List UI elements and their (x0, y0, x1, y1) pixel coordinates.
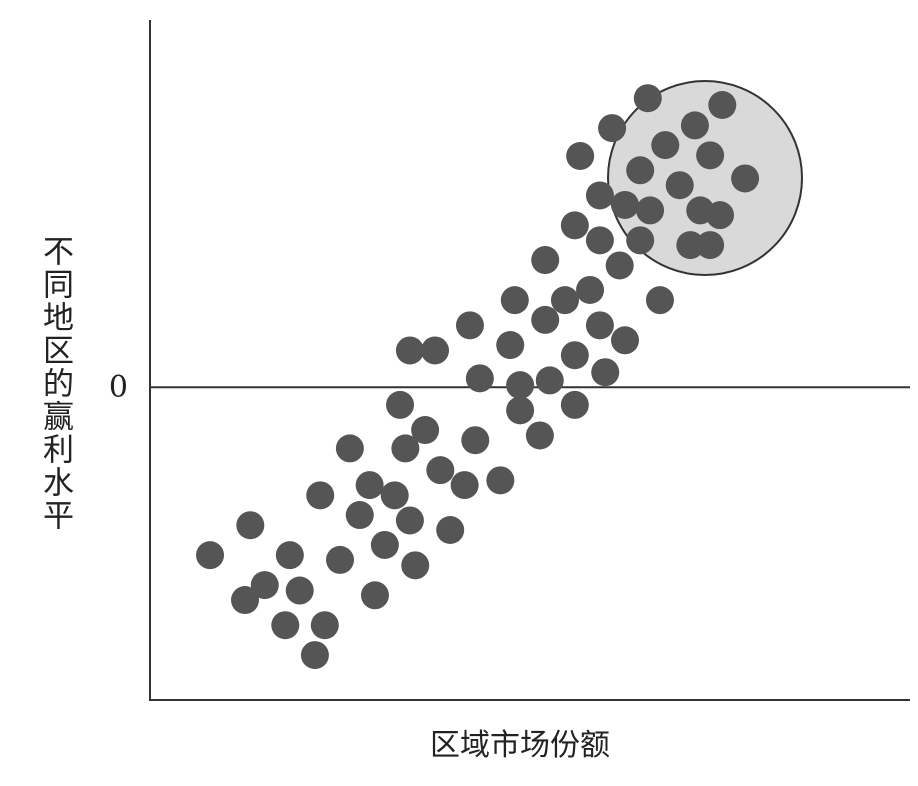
scatter-point (360, 581, 389, 610)
scatter-point (611, 190, 639, 219)
scatter-point (236, 511, 265, 540)
scatter-point (196, 541, 225, 570)
scatter-point (605, 251, 634, 280)
scatter-point (525, 421, 554, 450)
scatter-point (355, 471, 384, 500)
scatter-point (300, 641, 329, 670)
scatter-point (676, 231, 705, 260)
scatter-point (395, 336, 424, 365)
scatter-point (386, 390, 415, 419)
scatter-point (680, 111, 709, 140)
scatter-point (395, 506, 424, 535)
scatter-point (306, 481, 335, 510)
scatter-point (665, 171, 694, 200)
highlight-circle (607, 80, 803, 276)
scatter-point (345, 501, 374, 530)
scatter-point (560, 390, 589, 419)
scatter-point (591, 358, 620, 387)
scatter-point (708, 91, 737, 119)
scatter-point (461, 426, 490, 455)
scatter-point (271, 611, 300, 640)
scatter-point (380, 481, 409, 510)
y-tick-label: 0 (109, 370, 128, 405)
scatter-point (611, 326, 639, 355)
scatter-point (696, 141, 725, 170)
scatter-point (411, 416, 440, 445)
scatter-point (500, 286, 529, 315)
scatter-point (326, 545, 354, 574)
scatter-point (285, 576, 314, 605)
scatter-point (645, 286, 674, 315)
scatter-point (231, 586, 259, 615)
scatter-point (633, 84, 662, 113)
y-axis-label: 不同地区的赢利水平 (37, 235, 74, 532)
scatter-point (506, 371, 535, 400)
scatter-point (465, 364, 494, 393)
scatter-point (636, 196, 665, 225)
scatter-point (391, 434, 420, 463)
scatter-point (550, 286, 579, 315)
scatter-point (651, 131, 680, 160)
scatter-point (585, 226, 614, 255)
scatter-point (598, 114, 627, 143)
scatter-point (706, 201, 734, 230)
scatter-point (576, 275, 605, 304)
scatter-point (275, 541, 304, 570)
scatter-point (421, 336, 449, 365)
scatter-point (560, 341, 589, 370)
scatter-point (370, 530, 399, 559)
scatter-point (250, 571, 279, 600)
scatter-point (531, 305, 560, 334)
x-axis-label: 区域市场份额 (430, 728, 610, 763)
scatter-point (696, 231, 725, 260)
scatter-point (626, 156, 655, 185)
scatter-point (585, 181, 614, 210)
scatter-point (455, 311, 484, 340)
scatter-point (535, 366, 564, 395)
scatter-point (486, 466, 515, 495)
scatter-point (310, 611, 339, 640)
scatter-point (506, 396, 535, 425)
scatter-point (401, 551, 430, 580)
scatter-point (560, 211, 589, 240)
scatter-point (531, 246, 560, 275)
scatter-point (626, 226, 655, 255)
scatter-point (566, 142, 595, 170)
scatter-point (426, 456, 455, 485)
scatter-point (450, 471, 479, 500)
scatter-point (496, 331, 525, 360)
scatter-point (731, 164, 760, 193)
scatter-point (335, 434, 364, 463)
scatter-point (436, 516, 465, 544)
scatter-point (585, 311, 614, 340)
